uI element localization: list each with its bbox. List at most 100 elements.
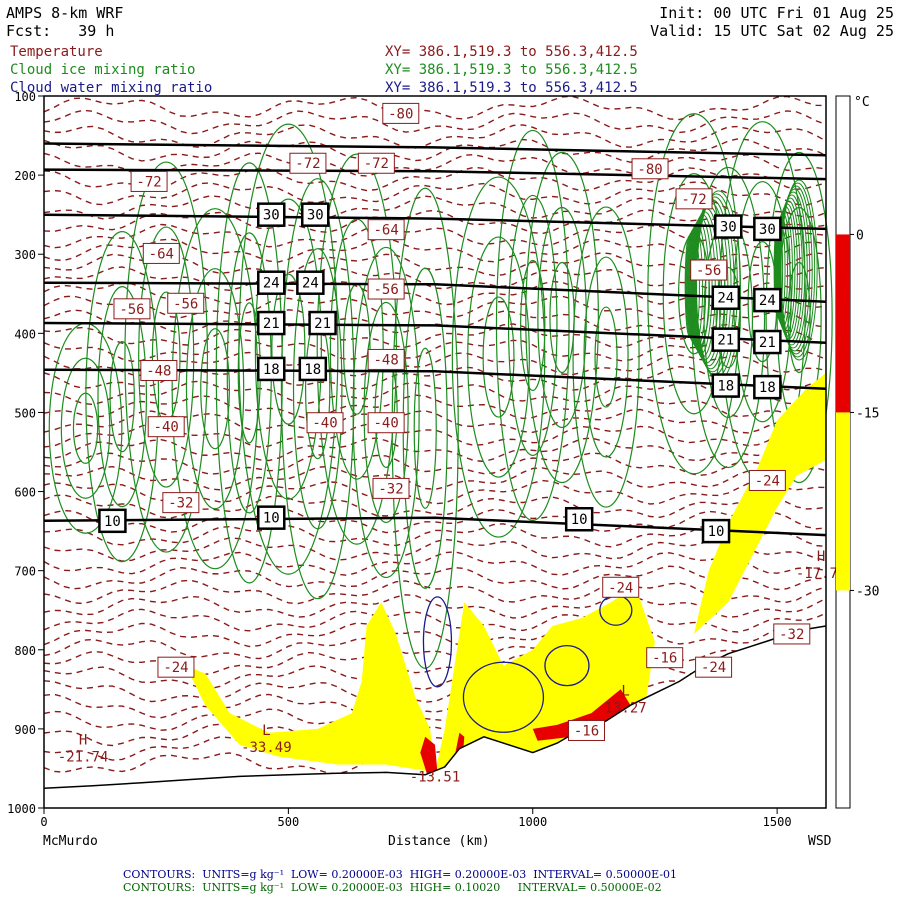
temperature-label-box	[631, 158, 669, 180]
y-tick-label: 200	[14, 169, 36, 183]
isotherm-label-box	[753, 374, 782, 400]
isotherm-label: 18	[717, 379, 734, 395]
water-contour	[462, 661, 545, 733]
shade-red	[532, 689, 631, 741]
isotherm-label-box	[308, 310, 337, 336]
isotherm-label-box	[714, 214, 743, 239]
x-axis-title: Distance (km)	[388, 834, 490, 849]
field-water-xy: XY= 386.1,519.3 to 556.3,412.5	[385, 80, 638, 96]
temperature-label-box	[568, 719, 606, 741]
temperature-label: -16	[574, 723, 599, 739]
x-tick-label: 1500	[763, 815, 792, 829]
temperature-contour	[43, 593, 827, 619]
isotherm-label-box	[711, 373, 741, 398]
ice-contour	[525, 151, 599, 484]
ice-contour	[352, 246, 420, 579]
ice-contour	[292, 248, 343, 530]
ice-contour	[451, 176, 546, 538]
temperature-contour	[43, 537, 827, 562]
temperature-label-box	[357, 152, 395, 174]
temperature-contour	[43, 109, 827, 135]
ice-contour	[780, 179, 818, 361]
temperature-contour	[43, 622, 827, 648]
extremum-type: L	[262, 723, 270, 739]
temperature-label-box	[382, 102, 420, 124]
terrain-fill	[44, 626, 826, 808]
y-tick-label: 600	[14, 486, 36, 500]
temperature-contour	[43, 181, 827, 206]
extremum-value: -21.74	[58, 750, 109, 766]
temperature-label-box	[130, 170, 168, 192]
temperature-contour	[43, 608, 827, 633]
temperature-label-box	[695, 656, 733, 678]
valid-time: Valid: 15 UTC Sat 02 Aug 25	[650, 22, 894, 40]
temperature-label-box	[367, 278, 405, 300]
temperature-contour	[43, 294, 827, 320]
isotherm-label-box	[711, 285, 741, 310]
ice-contour	[138, 226, 195, 488]
temperature-contour	[43, 394, 827, 420]
ice-contour	[549, 261, 575, 374]
temperature-contour	[43, 451, 827, 477]
temperature-label-box	[602, 576, 640, 598]
extremum-type: H	[817, 549, 825, 565]
temperature-label: -56	[173, 296, 198, 312]
ice-contour	[238, 123, 339, 575]
field-temperature-xy: XY= 386.1,519.3 to 556.3,412.5	[385, 44, 638, 60]
isotherm-line	[43, 281, 827, 303]
temperature-label: -56	[696, 263, 721, 279]
y-tick-label: 800	[14, 644, 36, 658]
isotherm-label-box	[711, 327, 741, 352]
isotherm-label-box	[257, 505, 286, 530]
x-tick-label: 0	[40, 815, 47, 829]
temperature-contour	[43, 95, 827, 121]
isotherm-label: 10	[708, 524, 725, 540]
ice-contour	[254, 198, 322, 500]
ice-contour	[583, 256, 629, 458]
temperature-contour	[43, 237, 827, 263]
temperature-contour	[44, 465, 827, 491]
water-contour	[422, 596, 453, 688]
ice-contour	[787, 261, 811, 374]
temperature-contour	[43, 479, 827, 505]
isotherm-label-box	[753, 216, 782, 242]
temperature-contour	[43, 565, 826, 591]
extremum-value: -17.71	[796, 566, 847, 582]
colorbar-tick-label: -30	[856, 584, 879, 599]
temperature-label: -80	[388, 106, 413, 122]
isotherm-label: 24	[759, 293, 776, 309]
field-ice-name: Cloud ice mixing ratio	[10, 62, 196, 78]
ice-contour	[200, 328, 230, 450]
water-contour	[544, 644, 590, 687]
isotherm-label: 24	[263, 276, 280, 292]
temperature-label: -72	[681, 192, 706, 208]
extremum-value: -33.49	[241, 740, 292, 756]
isotherm-label-box	[296, 270, 325, 295]
temperature-label: -16	[652, 651, 677, 667]
temperature-contour	[43, 693, 827, 719]
temperature-label-box	[167, 292, 205, 314]
extremum-type: H	[79, 733, 87, 749]
right-endpoint-label: WSD	[808, 834, 832, 849]
isotherm-label-box	[301, 202, 330, 227]
isotherm-label: 24	[717, 291, 734, 307]
colorbar-tick-label: -15	[856, 406, 879, 421]
temperature-contour	[43, 494, 827, 519]
ice-contour-info: CONTOURS: UNITS=g kg⁻¹ LOW= 0.20000E-03 …	[123, 881, 662, 894]
ice-contour	[60, 357, 111, 499]
ice-contour	[572, 206, 640, 508]
isotherm-label: 30	[263, 208, 280, 224]
temperature-label-box	[162, 492, 200, 514]
temperature-label-box	[367, 412, 405, 434]
ice-contour	[85, 231, 160, 563]
forecast-hour: Fcst: 39 h	[6, 22, 115, 40]
colorbar-tick-label: 0	[856, 228, 864, 243]
temperature-label-box	[157, 656, 195, 678]
x-tick-label: 500	[278, 815, 300, 829]
ice-contour	[342, 283, 371, 415]
temperature-label-box	[690, 259, 728, 281]
field-ice-xy: XY= 386.1,519.3 to 556.3,412.5	[385, 62, 638, 78]
temperature-label-box	[748, 469, 786, 491]
ice-contour	[185, 268, 245, 510]
temperature-label: -40	[312, 416, 337, 432]
